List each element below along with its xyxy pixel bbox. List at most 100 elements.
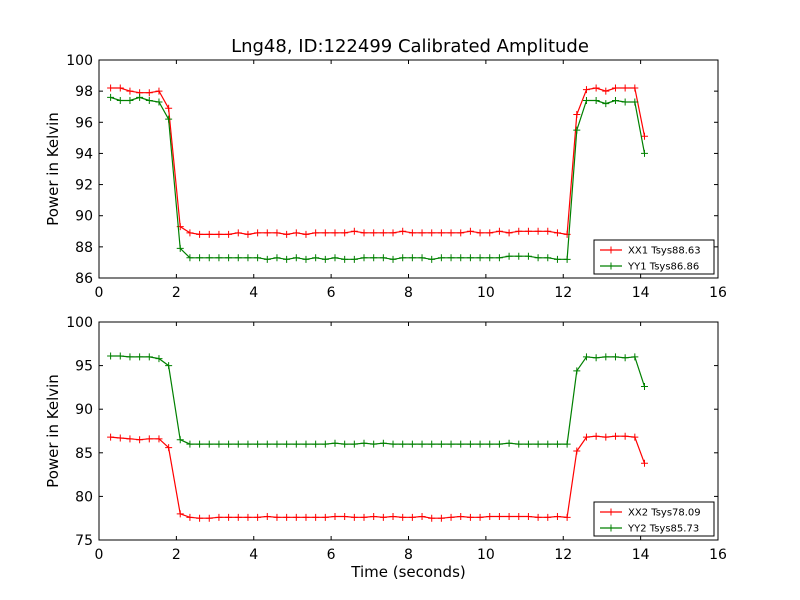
data-point — [254, 440, 262, 448]
data-point — [126, 87, 134, 95]
data-point — [466, 513, 474, 521]
data-point — [486, 512, 494, 520]
data-point — [165, 362, 173, 370]
data-point — [273, 440, 281, 448]
data-point — [486, 254, 494, 262]
x-tick-label: 16 — [709, 285, 727, 301]
data-point — [273, 229, 281, 237]
data-point — [126, 435, 134, 443]
data-point — [534, 227, 542, 235]
data-point — [350, 513, 358, 521]
data-point — [399, 513, 407, 521]
data-point — [234, 513, 242, 521]
x-tick-label: 8 — [404, 285, 413, 301]
data-point — [370, 512, 378, 520]
y-tick-label: 100 — [66, 315, 93, 331]
data-point — [254, 229, 262, 237]
data-point — [563, 440, 571, 448]
x-tick-label: 10 — [477, 547, 495, 563]
data-point — [196, 440, 204, 448]
data-point — [196, 514, 204, 522]
data-point — [205, 440, 213, 448]
data-point — [215, 254, 223, 262]
data-point — [418, 254, 426, 262]
data-point — [350, 440, 358, 448]
data-point — [611, 353, 619, 361]
data-point — [495, 254, 503, 262]
data-point — [350, 255, 358, 263]
data-point — [331, 512, 339, 520]
data-point — [447, 229, 455, 237]
data-point — [215, 513, 223, 521]
data-point — [495, 440, 503, 448]
data-point — [592, 432, 600, 440]
x-tick-label: 14 — [632, 285, 650, 301]
data-point — [408, 513, 416, 521]
data-point — [534, 254, 542, 262]
data-point — [582, 86, 590, 94]
data-point — [205, 514, 213, 522]
data-point — [582, 433, 590, 441]
data-point — [466, 254, 474, 262]
data-point — [165, 104, 173, 112]
data-point — [116, 434, 124, 442]
data-point — [155, 98, 163, 106]
data-point — [553, 229, 561, 237]
data-point — [602, 87, 610, 95]
data-point — [312, 440, 320, 448]
data-point — [582, 96, 590, 104]
x-tick-label: 14 — [632, 547, 650, 563]
data-point — [389, 440, 397, 448]
data-point — [370, 229, 378, 237]
data-point — [505, 512, 513, 520]
legend-label: YY2 Tsys85.73 — [627, 524, 699, 535]
data-point — [447, 440, 455, 448]
data-point — [640, 459, 648, 467]
data-point — [379, 439, 387, 447]
data-point — [418, 229, 426, 237]
data-point — [544, 513, 552, 521]
data-point — [116, 352, 124, 360]
data-point — [563, 255, 571, 263]
data-point — [592, 96, 600, 104]
y-tick-label: 90 — [75, 209, 93, 225]
x-tick-label: 4 — [249, 547, 258, 563]
data-point — [360, 254, 368, 262]
data-point — [234, 440, 242, 448]
y-tick-label: 85 — [75, 446, 93, 462]
data-point — [640, 383, 648, 391]
y-axis-label: Power in Kelvin — [44, 374, 62, 488]
data-point — [476, 229, 484, 237]
data-point — [186, 229, 194, 237]
data-point — [553, 440, 561, 448]
data-point — [399, 254, 407, 262]
data-point — [341, 512, 349, 520]
data-point — [254, 254, 262, 262]
data-point — [145, 96, 153, 104]
x-tick-label: 10 — [477, 285, 495, 301]
x-tick-label: 2 — [172, 547, 181, 563]
data-point — [155, 87, 163, 95]
data-point — [370, 440, 378, 448]
data-point — [418, 512, 426, 520]
data-point — [457, 229, 465, 237]
data-point — [244, 254, 252, 262]
data-point — [437, 229, 445, 237]
legend-marker — [607, 246, 615, 254]
data-point — [515, 440, 523, 448]
upper-plot: 0 2 4 6 8 10 12 14 16 86 88 90 92 94 96 98 100 Power in K… — [44, 53, 727, 301]
data-point — [283, 440, 291, 448]
data-point — [244, 440, 252, 448]
data-point — [225, 440, 233, 448]
data-point — [408, 440, 416, 448]
data-point — [515, 512, 523, 520]
data-point — [341, 440, 349, 448]
x-tick-label: 0 — [95, 285, 104, 301]
figure-title: Lng48, ID:122499 Calibrated Amplitude — [231, 36, 589, 57]
data-point — [505, 439, 513, 447]
data-point — [573, 111, 581, 118]
data-point — [341, 229, 349, 237]
data-point — [341, 255, 349, 263]
data-point — [631, 84, 639, 92]
